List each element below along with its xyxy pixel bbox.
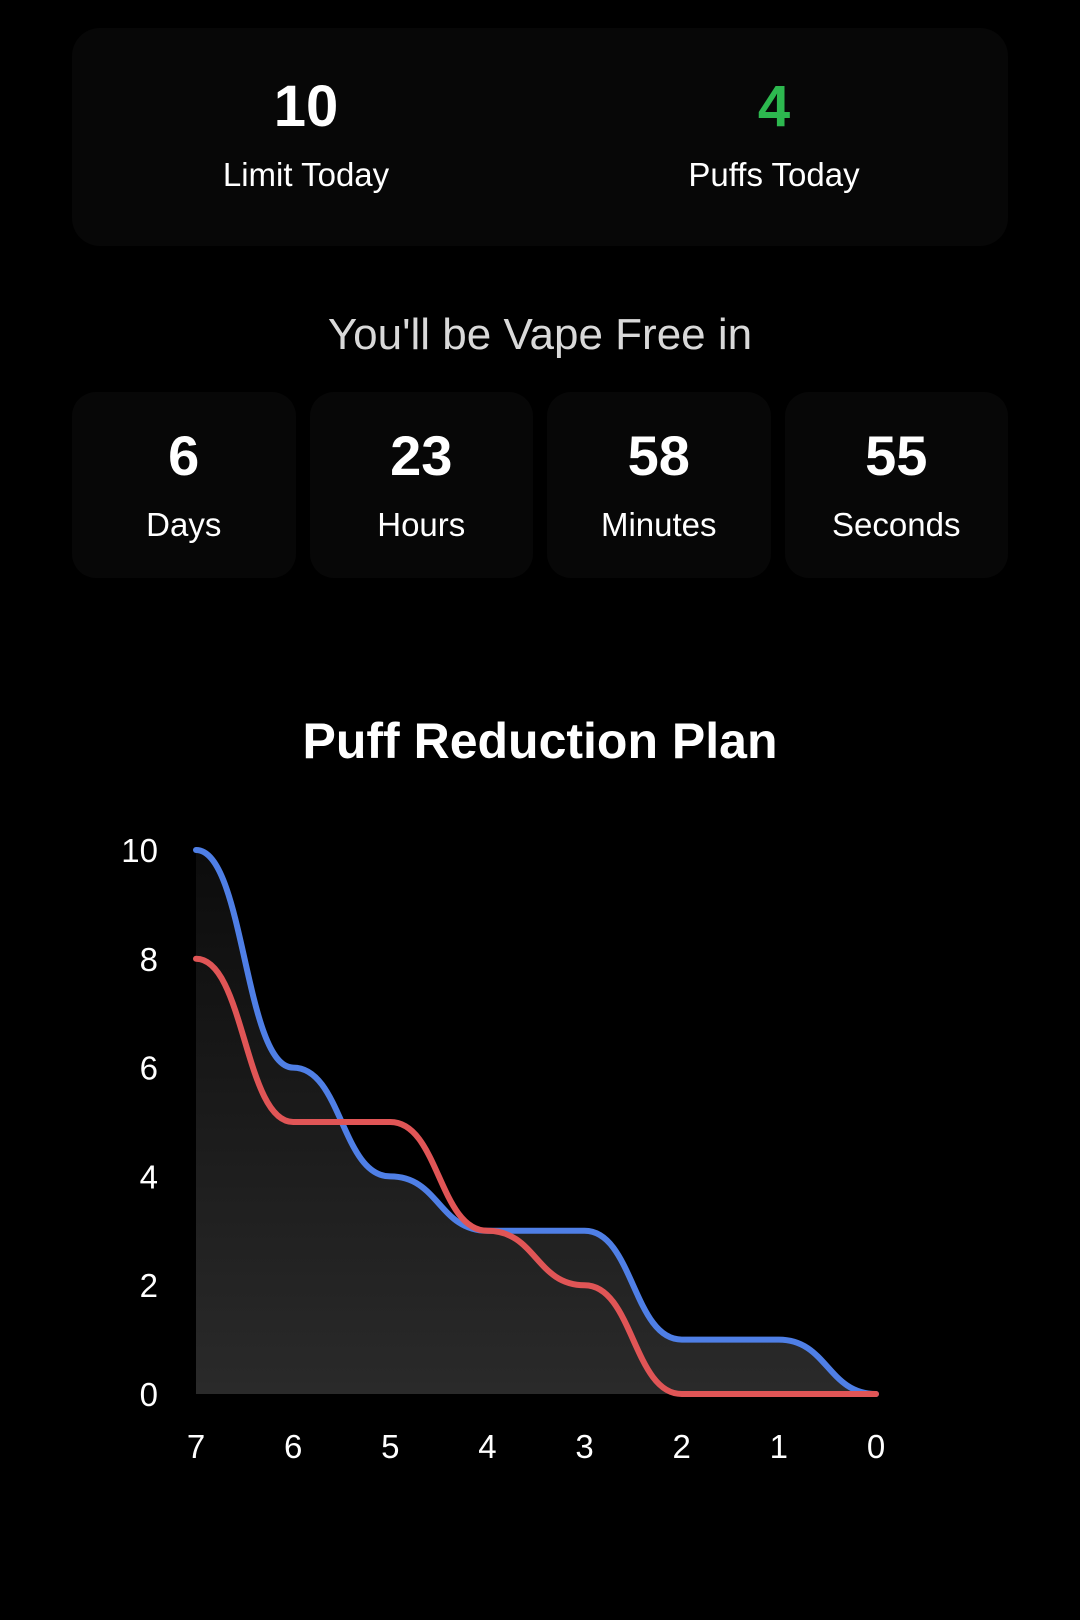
hours-label: Hours	[377, 506, 466, 543]
x-tick-label: 5	[381, 1428, 399, 1465]
x-tick-label: 7	[187, 1428, 205, 1465]
days-label: Days	[146, 506, 222, 543]
countdown-minutes: 58 Minutes	[547, 392, 771, 578]
series-0-area	[196, 850, 876, 1394]
hours-value: 23	[390, 424, 453, 487]
y-tick-label: 0	[140, 1376, 158, 1413]
daily-stats-card: 10 Limit Today 4 Puffs Today	[72, 28, 1008, 246]
chart-title: Puff Reduction Plan	[302, 713, 778, 769]
seconds-value: 55	[865, 424, 928, 487]
x-tick-label: 4	[478, 1428, 496, 1465]
vape-free-heading: You'll be Vape Free in	[327, 310, 753, 359]
x-tick-label: 2	[673, 1428, 691, 1465]
limit-today-label: Limit Today	[222, 156, 390, 193]
countdown-seconds: 55 Seconds	[784, 392, 1008, 578]
y-tick-label: 6	[140, 1050, 158, 1087]
series-1-line	[193, 955, 879, 1398]
minutes-value: 58	[627, 424, 690, 487]
days-value: 6	[168, 424, 200, 487]
y-tick-label: 4	[140, 1158, 158, 1195]
x-tick-label: 1	[770, 1428, 788, 1465]
limit-today-stat: 10 Limit Today	[72, 28, 540, 246]
puffs-today-stat: 4 Puffs Today	[540, 28, 1008, 246]
y-tick-label: 10	[121, 832, 158, 869]
puffs-today-label: Puffs Today	[688, 156, 860, 193]
x-tick-label: 6	[284, 1428, 302, 1465]
x-tick-label: 0	[867, 1428, 885, 1465]
y-tick-label: 2	[140, 1267, 158, 1304]
seconds-label: Seconds	[832, 506, 961, 543]
countdown-days: 6 Days	[72, 392, 296, 578]
limit-today-value: 10	[273, 74, 339, 139]
puffs-today-value: 4	[757, 74, 791, 139]
countdown-hours: 23 Hours	[309, 392, 533, 578]
x-tick-label: 3	[575, 1428, 593, 1465]
y-tick-label: 8	[140, 941, 158, 978]
countdown-timer: 6 Days 23 Hours 58 Minutes 55 Seconds	[72, 392, 1008, 578]
minutes-label: Minutes	[600, 506, 717, 543]
